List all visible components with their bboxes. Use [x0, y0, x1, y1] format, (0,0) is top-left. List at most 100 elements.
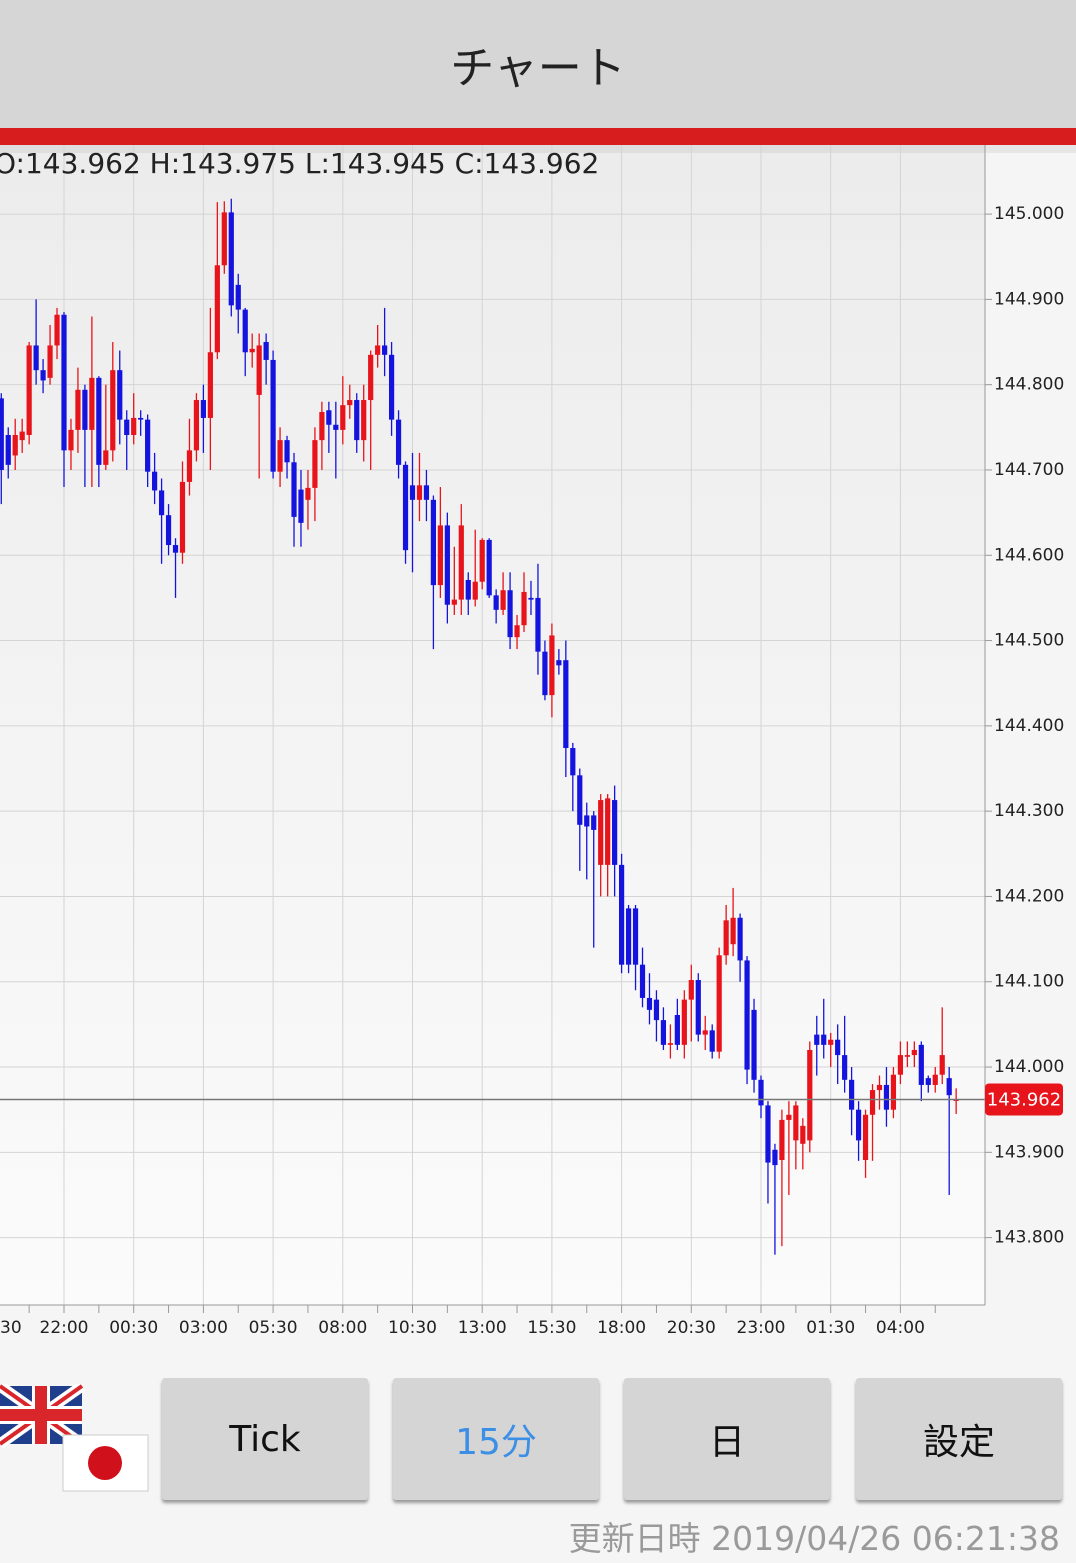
y-tick-label: 143.800	[994, 1228, 1064, 1248]
candle-body	[68, 429, 74, 451]
candle-body	[47, 345, 53, 378]
button-label: 設定	[922, 1422, 995, 1463]
y-tick-label: 144.700	[994, 460, 1064, 480]
candle-body	[904, 1055, 910, 1057]
uk-flag	[0, 1384, 86, 1449]
candle-body	[152, 471, 158, 491]
candle-body	[277, 440, 283, 472]
title-bar: チャート	[0, 0, 1076, 128]
candle-body	[786, 1114, 792, 1120]
y-tick-label: 144.500	[994, 631, 1064, 651]
candle-body	[584, 815, 590, 827]
candle-body	[33, 345, 39, 371]
candle-body	[549, 635, 555, 696]
candle-body	[563, 660, 569, 749]
candle-body	[40, 370, 46, 381]
candle-body	[716, 955, 722, 1052]
candle-body	[423, 485, 430, 500]
candle-body	[890, 1074, 897, 1110]
candle-body	[158, 490, 165, 516]
candle-body	[131, 417, 137, 435]
x-tick-label: 23:00	[737, 1318, 786, 1338]
candle-body	[284, 440, 290, 463]
candle-body	[514, 625, 520, 638]
y-tick-label: 145.000	[994, 204, 1064, 224]
candle-body	[451, 599, 457, 605]
candle-body	[723, 920, 729, 956]
candle-body	[619, 864, 625, 965]
candle-body	[110, 370, 116, 451]
candle-body	[200, 400, 206, 418]
candle-body	[800, 1125, 806, 1144]
candle-body	[897, 1055, 903, 1075]
candle-body	[695, 980, 701, 1035]
candle-body	[674, 1015, 680, 1045]
y-tick-label: 144.300	[994, 801, 1064, 821]
candle-body	[772, 1149, 778, 1166]
candle-body	[779, 1119, 785, 1160]
candle-body	[542, 651, 548, 696]
title: チャート	[450, 43, 626, 94]
candle-body	[814, 1034, 820, 1045]
candle-body	[444, 525, 450, 605]
candle-body	[437, 525, 443, 586]
candle-body	[946, 1078, 952, 1096]
y-tick-label: 144.800	[994, 375, 1064, 395]
candle-body	[876, 1084, 883, 1091]
candle-body	[556, 660, 562, 666]
candle-body	[138, 417, 144, 420]
ohlc-info: O:143.962 H:143.975 L:143.945 C:143.962	[0, 147, 599, 180]
language-flags[interactable]	[0, 1384, 150, 1496]
candle-body	[925, 1078, 931, 1085]
candle-body	[535, 597, 541, 652]
settings-button[interactable]: 設定	[856, 1378, 1062, 1500]
candle-body	[430, 499, 437, 586]
candle-body	[842, 1055, 848, 1080]
candle-body	[709, 1030, 715, 1052]
candle-body	[458, 525, 464, 600]
candle-body	[26, 345, 32, 435]
candle-body	[82, 389, 88, 430]
candle-body	[855, 1109, 862, 1141]
candle-body	[12, 435, 18, 456]
candle-body	[479, 539, 485, 582]
candle-body	[528, 597, 534, 600]
candle-body	[751, 1009, 757, 1080]
candle-body	[96, 377, 102, 465]
candle-body	[744, 960, 750, 1070]
candle-body	[228, 212, 234, 306]
candle-body	[291, 462, 297, 517]
candle-body	[256, 345, 262, 395]
candle-body	[312, 440, 318, 488]
candle-body	[849, 1079, 855, 1110]
candle-body	[354, 400, 360, 441]
candle-body	[758, 1079, 764, 1106]
x-tick-label: 08:00	[318, 1318, 367, 1338]
y-tick-label: 144.000	[994, 1057, 1064, 1077]
candle-body	[305, 487, 311, 500]
candle-body	[221, 212, 227, 266]
button-label: 日	[708, 1422, 745, 1463]
x-tick-label: 30	[0, 1318, 22, 1338]
tick-button[interactable]: Tick	[162, 1378, 368, 1500]
x-tick-label: 00:30	[109, 1318, 158, 1338]
candle-body	[103, 450, 109, 465]
x-tick-label: 04:00	[876, 1318, 925, 1338]
candle-body	[186, 450, 193, 482]
candle-body	[625, 908, 632, 965]
x-tick-label: 10:30	[388, 1318, 437, 1338]
candle-body	[263, 342, 269, 360]
chart: O:143.962 H:143.975 L:143.945 C:143.962 …	[0, 145, 1076, 1338]
candle-body	[242, 309, 248, 353]
x-tick-label: 18:00	[597, 1318, 646, 1338]
day-button[interactable]: 日	[624, 1378, 830, 1500]
15min-button[interactable]: 15分	[393, 1378, 599, 1500]
candle-body	[821, 1034, 827, 1045]
candle-body	[214, 265, 220, 353]
candle-body	[688, 980, 694, 1000]
candle-body	[347, 400, 353, 406]
candle-body	[667, 1043, 673, 1045]
y-tick-label: 144.400	[994, 716, 1064, 736]
x-tick-label: 20:30	[667, 1318, 716, 1338]
candle-body	[172, 545, 179, 553]
